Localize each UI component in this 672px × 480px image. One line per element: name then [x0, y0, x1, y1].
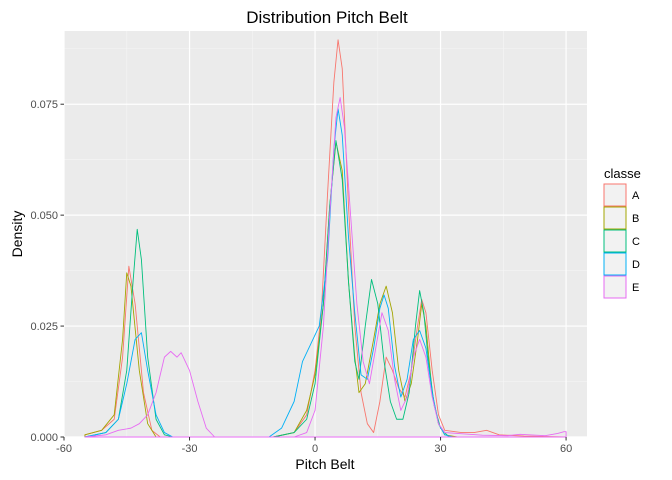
y-tick-label: 0.025	[30, 321, 58, 333]
density-curve-A	[84, 39, 567, 438]
legend-label-D: D	[632, 259, 640, 271]
legend-label-A: A	[632, 190, 640, 202]
density-curve-E	[84, 97, 567, 438]
legend-label-B: B	[632, 213, 639, 225]
legend-label-C: C	[632, 236, 640, 248]
x-tick-label: -30	[182, 443, 198, 455]
x-axis-title: Pitch Belt	[295, 456, 354, 472]
legend-key-E	[603, 275, 627, 299]
y-axis-title: Density	[9, 211, 25, 258]
x-tick-label: -60	[56, 443, 72, 455]
legend-key-D	[603, 252, 627, 276]
y-axis: 0.000 0.025 0.050 0.075	[30, 99, 64, 444]
chart-title: Distribution Pitch Belt	[246, 8, 408, 27]
legend-title: classe	[604, 166, 641, 181]
density-curves	[84, 39, 567, 438]
y-tick-label: 0.075	[30, 99, 58, 111]
y-tick-label: 0.000	[30, 432, 58, 444]
legend-key-B	[603, 206, 627, 230]
y-tick-label: 0.050	[30, 210, 58, 222]
legend-key-C	[603, 229, 627, 253]
x-tick-label: 30	[434, 443, 446, 455]
density-curve-D	[84, 108, 454, 438]
x-axis: -60 -30 0 30 60	[56, 437, 572, 455]
x-tick-label: 0	[312, 443, 318, 455]
x-tick-label: 60	[560, 443, 572, 455]
density-curve-C	[84, 140, 567, 438]
legend-key-A	[603, 183, 627, 207]
legend-label-E: E	[632, 282, 639, 294]
